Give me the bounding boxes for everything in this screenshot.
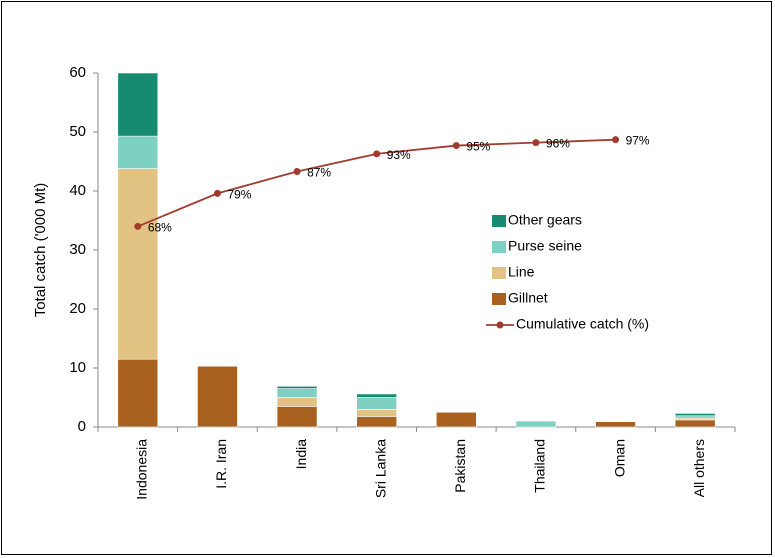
y-tick-label: 60 — [69, 64, 86, 81]
legend-swatch — [492, 267, 506, 279]
y-tick-label: 10 — [69, 359, 86, 376]
y-axis-title: Total catch ('000 Mt) — [32, 183, 49, 318]
data-label: 68% — [148, 220, 172, 234]
x-tick-label: Oman — [611, 439, 627, 477]
x-tick-label: Pakistan — [452, 439, 468, 493]
legend-label: Gillnet — [508, 290, 548, 306]
cumulative-point — [532, 139, 540, 147]
bar-segment — [117, 135, 159, 169]
bar-segment — [674, 413, 716, 417]
x-tick-label: I.R. Iran — [213, 439, 229, 489]
legend: Other gears Purse seine Line Gillnet Cumulat… — [486, 212, 649, 332]
legend-label: Line — [508, 264, 535, 280]
bar-segment — [356, 393, 397, 398]
cumulative-point — [293, 168, 301, 176]
bar-segment — [674, 415, 716, 419]
bar-segment — [436, 411, 477, 428]
y-tick-label: 50 — [69, 123, 86, 140]
legend-label: Other gears — [508, 212, 582, 228]
bar-segment — [197, 365, 238, 428]
y-tick-label: 0 — [78, 418, 86, 435]
bar-segment — [117, 358, 159, 428]
cumulative-point — [373, 150, 381, 158]
cumulative-point — [134, 222, 142, 230]
bar-segment — [276, 388, 318, 398]
y-tick-label: 40 — [69, 182, 86, 199]
legend-label: Cumulative catch (%) — [516, 316, 649, 332]
cumulative-point — [452, 142, 460, 150]
data-label: 96% — [546, 137, 570, 151]
legend-swatch — [492, 215, 506, 227]
bar-segment — [674, 419, 716, 428]
legend-swatch — [492, 241, 506, 253]
x-tick-label: Indonesia — [134, 439, 150, 500]
x-tick-label: Sri Lanka — [372, 439, 388, 498]
cumulative-point — [612, 136, 620, 144]
bar-segment — [595, 421, 636, 428]
bar-segment — [276, 397, 318, 407]
data-label: 93% — [387, 148, 411, 162]
y-tick-label: 30 — [69, 241, 86, 258]
bar-segment — [515, 420, 557, 428]
legend-line-marker — [496, 321, 504, 329]
legend-label: Purse seine — [508, 238, 582, 254]
cumulative-point — [213, 189, 221, 197]
x-tick-label: Thailand — [532, 439, 548, 493]
data-label: 87% — [307, 166, 331, 180]
bar-segment — [356, 408, 397, 417]
bars — [117, 72, 716, 428]
legend-swatch — [492, 293, 506, 305]
bar-segment — [276, 406, 318, 428]
axes: 0 10 20 30 40 50 60 Indonesia I.R. Iran India Sri … — [32, 64, 736, 500]
x-tick-label: India — [293, 439, 309, 470]
bar-segment — [276, 385, 318, 389]
bar-segment — [117, 168, 159, 360]
data-label: 79% — [227, 187, 251, 201]
x-tick-label: All others — [691, 439, 707, 497]
bar-segment — [356, 416, 397, 428]
data-label: 97% — [626, 134, 650, 148]
bar-segment — [117, 72, 159, 137]
cumulative-line: 68% 79% 87% 93% 95% 96% 97% — [134, 134, 650, 234]
bar-segment — [356, 397, 397, 410]
data-label: 95% — [466, 140, 490, 154]
y-tick-label: 20 — [69, 300, 86, 317]
